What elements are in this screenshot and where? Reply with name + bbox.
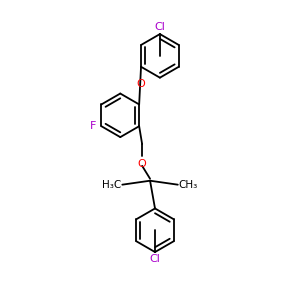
Text: Cl: Cl <box>150 254 160 264</box>
Text: O: O <box>137 79 146 88</box>
Text: F: F <box>90 121 96 131</box>
Text: Cl: Cl <box>154 22 165 32</box>
Text: O: O <box>138 159 146 169</box>
Text: H₃C: H₃C <box>102 180 121 190</box>
Text: CH₃: CH₃ <box>179 180 198 190</box>
